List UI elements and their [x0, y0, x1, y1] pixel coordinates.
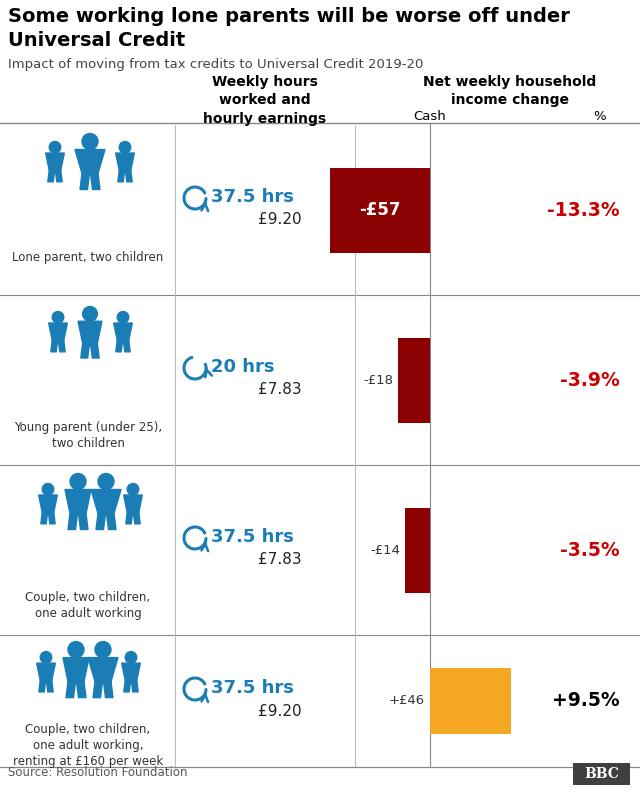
- Polygon shape: [88, 657, 118, 681]
- Bar: [430, 668, 511, 734]
- Polygon shape: [118, 170, 125, 182]
- Circle shape: [98, 474, 114, 490]
- Polygon shape: [63, 657, 89, 681]
- Polygon shape: [124, 340, 130, 352]
- Text: -£18: -£18: [364, 374, 394, 386]
- Polygon shape: [58, 340, 65, 352]
- Polygon shape: [66, 681, 76, 697]
- Polygon shape: [48, 170, 54, 182]
- Polygon shape: [65, 490, 91, 514]
- Circle shape: [117, 312, 129, 323]
- Text: 20 hrs: 20 hrs: [211, 358, 275, 376]
- Polygon shape: [90, 173, 100, 189]
- Polygon shape: [114, 323, 132, 340]
- Bar: [405, 507, 430, 592]
- Polygon shape: [106, 514, 116, 529]
- Polygon shape: [131, 681, 138, 692]
- Polygon shape: [125, 170, 132, 182]
- Text: -13.3%: -13.3%: [547, 200, 620, 219]
- Polygon shape: [49, 512, 55, 524]
- Text: Young parent (under 25),
two children: Young parent (under 25), two children: [14, 421, 162, 450]
- Text: -3.5%: -3.5%: [561, 541, 620, 560]
- Text: +9.5%: +9.5%: [552, 692, 620, 711]
- Polygon shape: [56, 170, 62, 182]
- Text: Couple, two children,
one adult working: Couple, two children, one adult working: [26, 591, 150, 620]
- Polygon shape: [36, 663, 56, 681]
- Text: £7.83: £7.83: [258, 382, 302, 398]
- Text: +£46: +£46: [389, 695, 425, 708]
- Circle shape: [83, 307, 97, 321]
- Circle shape: [70, 474, 86, 490]
- Polygon shape: [124, 681, 131, 692]
- Polygon shape: [90, 343, 99, 358]
- Text: Cash: Cash: [413, 110, 446, 123]
- Text: £9.20: £9.20: [258, 212, 302, 227]
- Polygon shape: [81, 343, 90, 358]
- Polygon shape: [75, 149, 105, 173]
- Polygon shape: [116, 153, 134, 170]
- Polygon shape: [39, 681, 45, 692]
- Polygon shape: [78, 321, 102, 343]
- Polygon shape: [93, 681, 102, 697]
- Bar: [330, 168, 430, 253]
- Polygon shape: [49, 323, 67, 340]
- Text: 37.5 hrs: 37.5 hrs: [211, 679, 294, 697]
- Polygon shape: [79, 514, 88, 529]
- Polygon shape: [104, 681, 113, 697]
- Circle shape: [95, 642, 111, 657]
- Text: -£57: -£57: [359, 201, 401, 219]
- Circle shape: [82, 134, 98, 149]
- Circle shape: [125, 652, 137, 663]
- Polygon shape: [46, 681, 53, 692]
- Bar: [399, 338, 430, 422]
- Text: Impact of moving from tax credits to Universal Credit 2019-20: Impact of moving from tax credits to Uni…: [8, 58, 424, 71]
- Circle shape: [127, 483, 139, 495]
- Polygon shape: [80, 173, 90, 189]
- Circle shape: [52, 312, 64, 323]
- Text: Lone parent, two children: Lone parent, two children: [12, 251, 164, 264]
- Polygon shape: [77, 681, 86, 697]
- Polygon shape: [91, 490, 121, 514]
- Text: 37.5 hrs: 37.5 hrs: [211, 528, 294, 546]
- Text: Net weekly household
income change: Net weekly household income change: [424, 75, 596, 107]
- Polygon shape: [45, 153, 65, 170]
- Circle shape: [49, 142, 61, 153]
- Polygon shape: [38, 495, 58, 512]
- Circle shape: [40, 652, 52, 663]
- Polygon shape: [68, 514, 77, 529]
- Circle shape: [68, 642, 84, 657]
- Text: -£14: -£14: [371, 544, 401, 556]
- Text: £7.83: £7.83: [258, 553, 302, 568]
- Text: %: %: [594, 110, 606, 123]
- Circle shape: [119, 142, 131, 153]
- Polygon shape: [51, 340, 58, 352]
- Polygon shape: [133, 512, 140, 524]
- Text: -3.9%: -3.9%: [560, 370, 620, 390]
- Text: £9.20: £9.20: [258, 704, 302, 719]
- Polygon shape: [41, 512, 47, 524]
- Polygon shape: [96, 514, 106, 529]
- Polygon shape: [124, 495, 142, 512]
- Circle shape: [42, 483, 54, 495]
- Polygon shape: [116, 340, 123, 352]
- Text: 37.5 hrs: 37.5 hrs: [211, 188, 294, 206]
- Text: Source: Resolution Foundation: Source: Resolution Foundation: [8, 766, 188, 780]
- Polygon shape: [122, 663, 140, 681]
- Text: Weekly hours
worked and
hourly earnings: Weekly hours worked and hourly earnings: [204, 75, 326, 126]
- Polygon shape: [126, 512, 132, 524]
- Text: Some working lone parents will be worse off under
Universal Credit: Some working lone parents will be worse …: [8, 7, 570, 49]
- Text: BBC: BBC: [584, 767, 619, 781]
- Text: Couple, two children,
one adult working,
renting at £160 per week: Couple, two children, one adult working,…: [13, 723, 163, 768]
- Bar: [573, 763, 630, 785]
